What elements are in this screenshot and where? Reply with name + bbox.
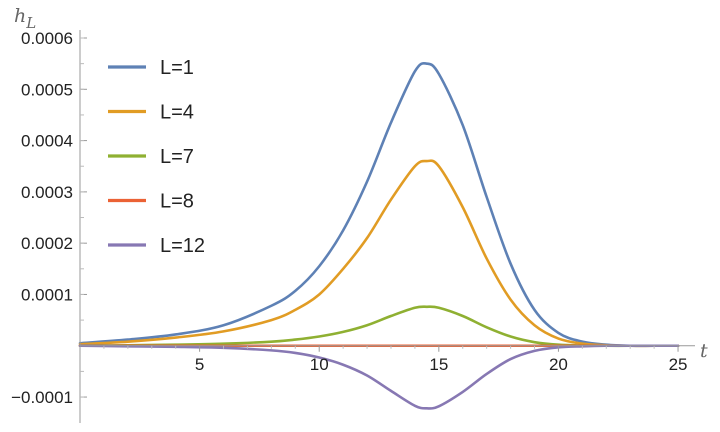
ticks-layer: 5 10 15 20 25 −0.0001 0.0001 0.0002 0.0003 0.0004… <box>11 29 687 407</box>
legend-label-l-7: L=7 <box>160 146 194 168</box>
legend: L=1 L=4 L=7 L=8 L=12 <box>108 57 205 257</box>
legend-label-l-4: L=4 <box>160 102 194 124</box>
x-tick-label: 20 <box>549 355 568 374</box>
x-tick-label: 10 <box>310 355 329 374</box>
legend-label-l-12: L=12 <box>160 235 205 257</box>
x-axis-title: t <box>700 340 708 362</box>
y-tick-label: 0.0002 <box>21 234 73 253</box>
y-axis-title-subscript: L <box>25 14 36 32</box>
x-tick-label: 25 <box>669 355 688 374</box>
legend-label-l-1: L=1 <box>160 57 194 79</box>
y-tick-label: 0.0004 <box>21 132 73 151</box>
axes-layer <box>79 30 695 423</box>
series-line-l-12 <box>78 344 680 410</box>
y-tick-label: 0.0003 <box>21 183 73 202</box>
y-axis-title-main: h <box>14 5 26 27</box>
y-tick-label: 0.0006 <box>21 29 73 48</box>
y-tick-label: 0.0001 <box>21 285 73 304</box>
legend-label-l-8: L=8 <box>160 191 194 213</box>
series-line-l-7 <box>78 305 680 348</box>
y-tick-label: −0.0001 <box>11 388 73 407</box>
x-tick-label: 5 <box>195 355 204 374</box>
series-line-l-1 <box>78 61 680 348</box>
x-tick-label: 15 <box>429 355 448 374</box>
y-axis-title: hL <box>14 5 36 32</box>
y-tick-label: 0.0005 <box>21 80 73 99</box>
